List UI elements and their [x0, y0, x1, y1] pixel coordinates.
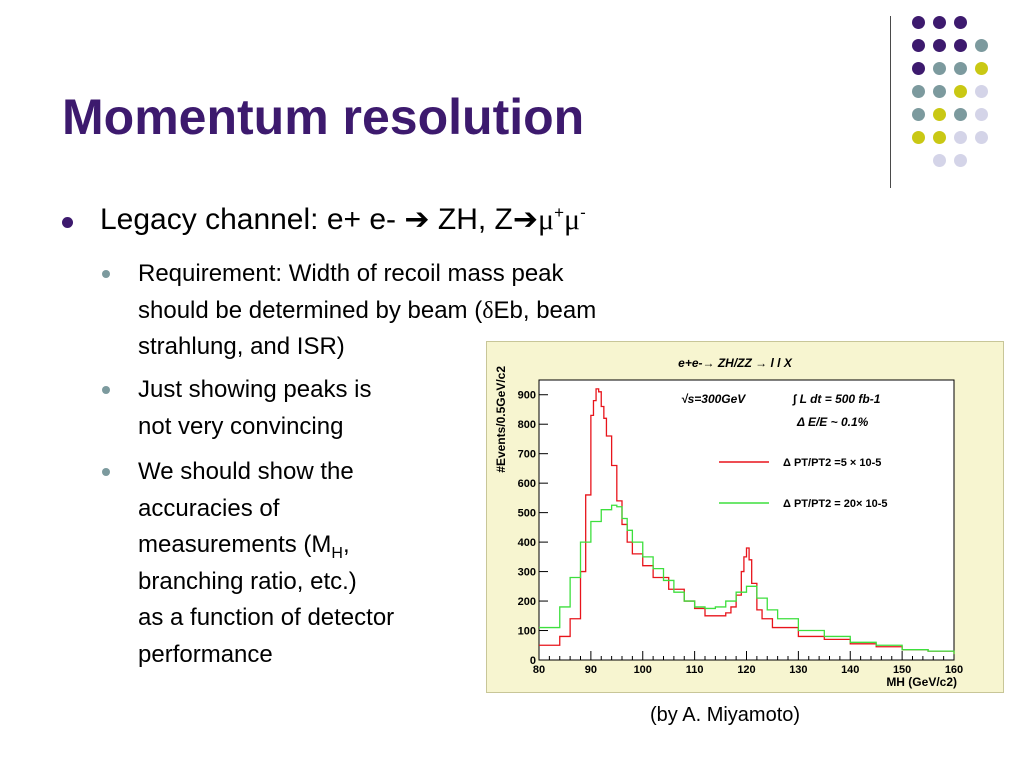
y-axis-label: #Events/0.5GeV/c2: [494, 366, 508, 473]
decor-dot: [933, 39, 946, 52]
slide-title: Momentum resolution: [62, 89, 585, 145]
x-tick-label: 110: [686, 664, 704, 676]
decor-dot: [954, 131, 967, 144]
y-tick-label: 500: [518, 508, 536, 520]
decor-dot: [954, 108, 967, 121]
x-tick-label: 80: [533, 664, 545, 676]
decor-dot: [954, 16, 967, 29]
series-line-2: [539, 504, 955, 655]
plot-area: [538, 379, 955, 661]
decor-dot: [933, 108, 946, 121]
decor-dot: [975, 131, 988, 144]
x-tick-label: 100: [634, 664, 652, 676]
decor-dot: [912, 85, 925, 98]
x-tick-label: 150: [893, 664, 911, 676]
decor-dot: [975, 62, 988, 75]
x-tick-label: 130: [789, 664, 807, 676]
decor-dot: [933, 154, 946, 167]
y-tick-label: 0: [530, 655, 536, 667]
y-tick-label: 300: [518, 567, 536, 579]
annotation-beam-spread: Δ E/E ~ 0.1%: [796, 415, 869, 429]
sub-bullet-marker-icon: [102, 468, 110, 476]
decor-dot: [912, 108, 925, 121]
sub-bullet-marker-icon: [102, 386, 110, 394]
sub-bullet-marker-icon: [102, 270, 110, 278]
x-tick-label: 160: [945, 664, 963, 676]
main-bullet-text: Legacy channel: e+ e- ➔ ZH, Z➔μ+μ-: [100, 202, 586, 237]
chart-title: e+e-→ ZH/ZZ → l l X: [678, 356, 793, 370]
decor-dot: [912, 39, 925, 52]
x-tick-label: 140: [841, 664, 859, 676]
decor-dot: [954, 62, 967, 75]
annotation-luminosity: ∫ L dt = 500 fb-1: [792, 392, 881, 406]
bullet-marker-icon: [62, 217, 73, 228]
x-tick-label: 120: [737, 664, 755, 676]
decor-dot: [954, 85, 967, 98]
y-tick-label: 700: [518, 449, 536, 461]
y-tick-label: 400: [518, 537, 536, 549]
y-tick-label: 600: [518, 478, 536, 490]
y-tick-label: 800: [518, 419, 536, 431]
decor-dot: [975, 108, 988, 121]
decor-dot: [933, 16, 946, 29]
legend-label-1: Δ PT/PT2 =5 × 10-5: [783, 457, 881, 469]
x-tick-label: 90: [585, 664, 597, 676]
decor-dot: [975, 85, 988, 98]
figure-caption: (by A. Miyamoto): [650, 704, 801, 726]
decor-dot: [954, 39, 967, 52]
histogram-figure: 0 100 200 300 400 500 600 700 800 900 80 90 100 110 12…: [486, 341, 1004, 693]
decor-dot: [954, 154, 967, 167]
decor-dot: [912, 131, 925, 144]
y-tick-label: 200: [518, 596, 536, 608]
y-tick-label: 100: [518, 626, 536, 638]
y-tick-label: 900: [518, 390, 536, 402]
decor-dot: [912, 62, 925, 75]
histogram-chart: 0 100 200 300 400 500 600 700 800 900 80 90 100 110 12…: [494, 356, 963, 689]
x-axis-label: MH (GeV/c2): [886, 675, 957, 689]
decor-dot: [933, 85, 946, 98]
decor-dot: [975, 39, 988, 52]
decor-dot: [933, 62, 946, 75]
decor-dot: [933, 131, 946, 144]
annotation-energy: √s=300GeV: [681, 392, 746, 406]
decorative-divider: [890, 16, 891, 188]
decor-dot: [912, 16, 925, 29]
legend-label-2: Δ PT/PT2 = 20× 10-5: [783, 498, 888, 510]
